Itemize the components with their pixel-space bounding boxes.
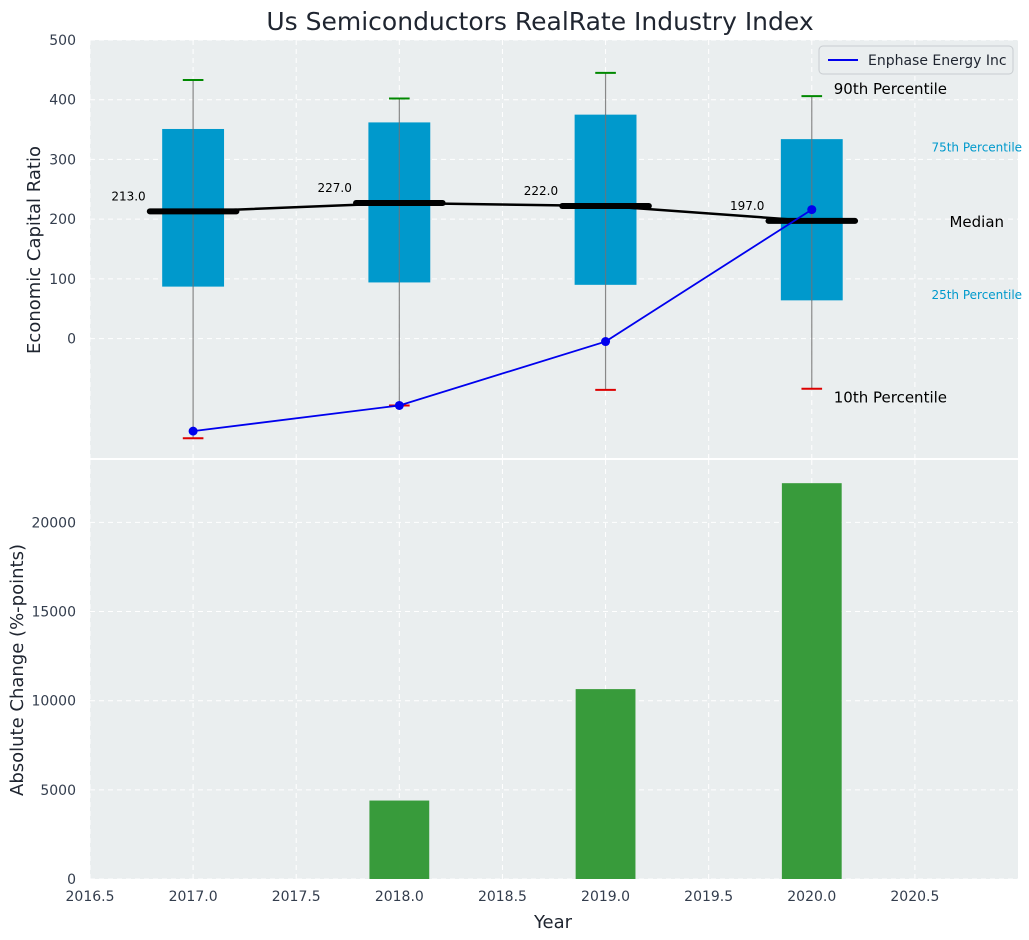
company-line [192,208,813,433]
bottom-y-axis-label: Absolute Change (%-points) [7,544,28,796]
top-y-tick-label: 0 [67,332,76,348]
x-tick-label: 2019.5 [684,889,733,905]
x-axis-label: Year [533,912,573,933]
company-point [601,337,611,347]
bottom-y-ticks: 0 5000 10000 15000 20000 [31,515,76,888]
p10-label: 10th Percentile [834,389,947,407]
x-tick-label: 2020.5 [890,889,939,905]
legend-box [818,45,1014,75]
median-trend [193,201,812,223]
company-point [807,205,817,215]
p90-label: 90th Percentile [834,80,947,98]
top-plot-area [90,40,1018,458]
percentile-labels: 90th Percentile 75th Percentile Median 25th… [834,80,1022,407]
top-y-ticks: 0 100 200 300 400 500 [49,33,76,348]
median-labels: 213.0 227.0 222.0 197.0 [111,181,764,213]
p25-label: 25th Percentile [931,288,1022,302]
median-value-label: 197.0 [730,199,764,213]
x-tick-label: 2017.5 [272,889,321,905]
top-y-tick-label: 500 [49,33,76,49]
bar [781,483,842,879]
bottom-plot-area [90,460,1018,879]
bottom-y-tick-label: 0 [67,872,76,888]
x-tick-label: 2018.0 [375,889,424,905]
median-label: Median [949,213,1004,231]
bottom-y-tick-label: 15000 [31,605,76,621]
top-y-axis-label: Economic Capital Ratio [24,146,45,354]
median-trend-line [193,201,812,223]
bar [575,689,636,879]
chart-title: Us Semiconductors RealRate Industry Inde… [266,7,813,36]
company-point [394,400,404,410]
x-tick-label: 2018.5 [478,889,527,905]
x-tick-label: 2020.0 [787,889,836,905]
top-y-tick-label: 400 [49,93,76,109]
company-point [188,426,198,436]
top-y-tick-label: 300 [49,152,76,168]
bottom-y-tick-label: 20000 [31,515,76,531]
bars [369,483,842,879]
x-tick-label: 2017.0 [169,889,218,905]
bottom-y-tick-label: 5000 [40,783,76,799]
bar [369,800,430,879]
x-tick-label: 2016.5 [66,889,115,905]
bottom-y-tick-label: 10000 [31,694,76,710]
top-y-tick-label: 100 [49,272,76,288]
median-value-label: 213.0 [111,189,145,203]
x-tick-label: 2019.0 [581,889,630,905]
p75-label: 75th Percentile [931,140,1022,154]
median-value-label: 227.0 [318,181,352,195]
legend: Enphase Energy Inc [818,45,1014,75]
top-y-tick-label: 200 [49,212,76,228]
company-series [188,205,817,436]
median-value-label: 222.0 [524,184,558,198]
x-ticks: 2016.5 2017.0 2017.5 2018.0 2018.5 2019.0 2019… [66,889,940,905]
legend-entry: Enphase Energy Inc [868,53,1007,69]
